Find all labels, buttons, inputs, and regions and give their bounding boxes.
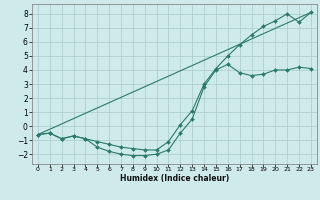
X-axis label: Humidex (Indice chaleur): Humidex (Indice chaleur) — [120, 174, 229, 183]
